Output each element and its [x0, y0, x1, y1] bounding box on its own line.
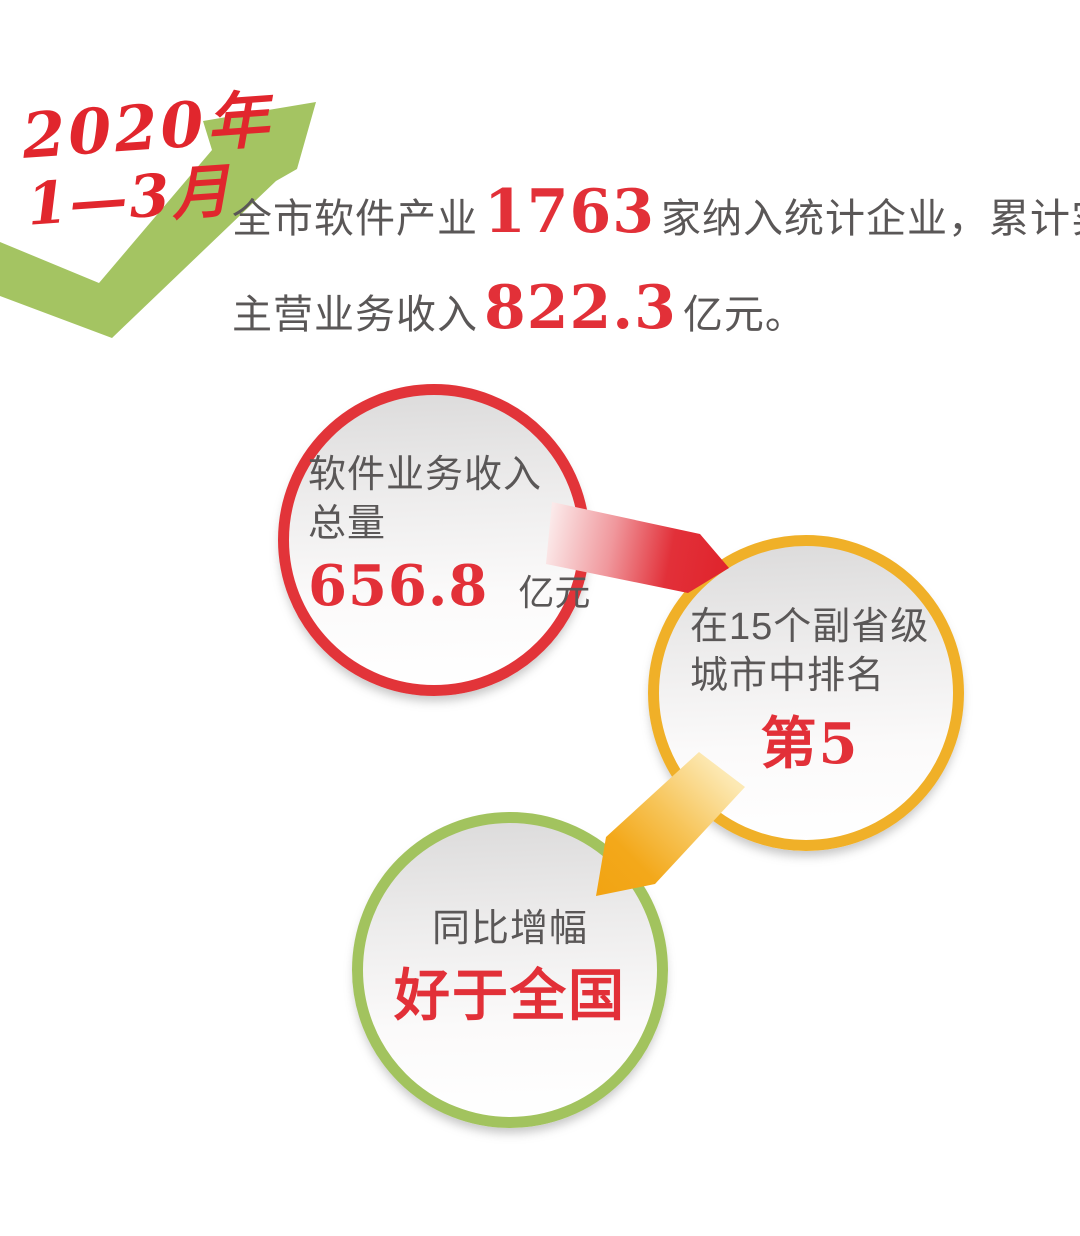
growth-content: 同比增幅 好于全国 — [363, 905, 657, 1024]
revenue-label-line2: 总量 — [308, 502, 387, 545]
intro-line2-value: 822.3 — [484, 273, 677, 343]
stat-circle-revenue: 软件业务收入 总量 656.8 亿元 — [278, 384, 590, 696]
stat-circle-growth: 同比增幅 好于全国 — [352, 812, 668, 1128]
badge-year-text: 2020年 — [19, 82, 274, 173]
revenue-value-row: 656.8 亿元 — [308, 558, 590, 616]
intro-line1-value: 1763 — [484, 177, 655, 247]
revenue-content: 软件业务收入 总量 656.8 亿元 — [308, 451, 590, 616]
intro-line-2: 主营业务收入 822.3 亿元。 — [232, 268, 1080, 364]
intro-line1-post: 家纳入统计企业，累计实现 — [661, 197, 1080, 241]
stat-circle-ranking: 在15个副省级 城市中排名 第5 — [648, 535, 964, 851]
ranking-value: 第5 — [760, 711, 860, 778]
intro-line2-pre: 主营业务收入 — [232, 293, 478, 337]
growth-value: 好于全国 — [394, 962, 626, 1029]
growth-label: 同比增幅 — [431, 908, 588, 950]
intro-line2-post: 亿元。 — [682, 293, 806, 337]
intro-line1-pre: 全市软件产业 — [232, 197, 478, 241]
ranking-content: 在15个副省级 城市中排名 第5 — [690, 603, 930, 772]
revenue-unit: 亿元 — [518, 572, 591, 614]
ranking-label-line1: 在15个副省级 — [690, 606, 930, 648]
revenue-value: 656.8 — [308, 553, 489, 620]
ranking-label-line2: 城市中排名 — [690, 654, 886, 697]
revenue-label-line1: 软件业务收入 — [308, 454, 543, 496]
